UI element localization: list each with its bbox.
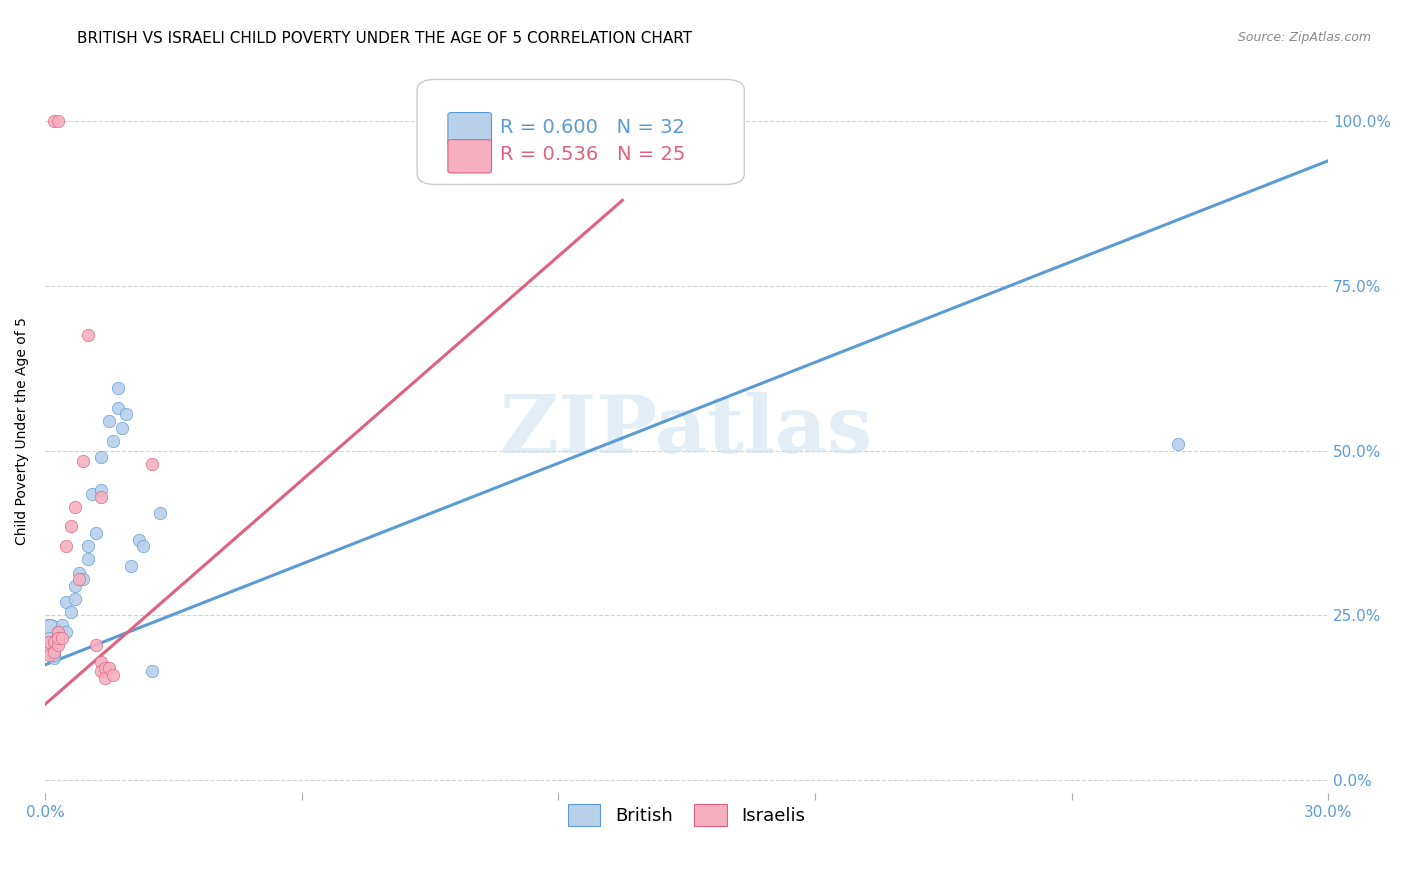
Point <box>120 559 142 574</box>
Point <box>46 634 69 648</box>
Point <box>38 645 60 659</box>
Point <box>38 624 60 639</box>
Point <box>59 519 82 533</box>
Text: R = 0.536   N = 25: R = 0.536 N = 25 <box>501 145 686 164</box>
Point <box>76 328 98 343</box>
Point <box>84 526 107 541</box>
Point <box>80 486 103 500</box>
Point <box>94 661 117 675</box>
Point <box>76 552 98 566</box>
Point <box>128 533 150 547</box>
Text: BRITISH VS ISRAELI CHILD POVERTY UNDER THE AGE OF 5 CORRELATION CHART: BRITISH VS ISRAELI CHILD POVERTY UNDER T… <box>77 31 693 46</box>
Point <box>55 539 77 553</box>
Point <box>90 450 112 465</box>
Point <box>67 572 90 586</box>
Text: R = 0.600   N = 32: R = 0.600 N = 32 <box>501 119 685 137</box>
Point <box>111 420 134 434</box>
Point <box>98 414 121 428</box>
Point <box>90 490 112 504</box>
Point <box>72 572 94 586</box>
Point <box>38 648 60 662</box>
Point <box>103 434 125 448</box>
Point <box>94 671 117 685</box>
FancyBboxPatch shape <box>449 112 492 146</box>
Point <box>107 381 129 395</box>
Point <box>72 453 94 467</box>
Point <box>98 661 121 675</box>
Point <box>46 114 69 128</box>
Point <box>55 595 77 609</box>
Point <box>38 632 60 646</box>
Point <box>46 638 69 652</box>
Text: ZIPatlas: ZIPatlas <box>501 392 873 470</box>
Point <box>90 483 112 498</box>
Point <box>1167 437 1189 451</box>
Point <box>107 401 129 415</box>
FancyBboxPatch shape <box>449 140 492 173</box>
Point <box>67 566 90 580</box>
Point <box>103 667 125 681</box>
Point <box>46 624 69 639</box>
FancyBboxPatch shape <box>418 79 744 185</box>
Point <box>55 624 77 639</box>
Y-axis label: Child Poverty Under the Age of 5: Child Poverty Under the Age of 5 <box>15 317 30 545</box>
Point <box>51 632 73 646</box>
Point <box>141 665 163 679</box>
Point <box>90 665 112 679</box>
Point <box>149 506 172 520</box>
Point <box>38 634 60 648</box>
Point <box>63 591 86 606</box>
Point <box>132 539 155 553</box>
Legend: British, Israelis: British, Israelis <box>558 795 814 835</box>
Point <box>42 114 65 128</box>
Point <box>63 500 86 514</box>
Point <box>42 645 65 659</box>
Point <box>90 655 112 669</box>
Point <box>63 579 86 593</box>
Point <box>115 408 138 422</box>
Point <box>42 634 65 648</box>
Point <box>51 618 73 632</box>
Point <box>42 648 65 662</box>
Point <box>141 457 163 471</box>
Point <box>42 651 65 665</box>
Point <box>84 638 107 652</box>
Point <box>46 632 69 646</box>
Text: Source: ZipAtlas.com: Source: ZipAtlas.com <box>1237 31 1371 45</box>
Point <box>76 539 98 553</box>
Point <box>46 624 69 639</box>
Point <box>59 605 82 619</box>
